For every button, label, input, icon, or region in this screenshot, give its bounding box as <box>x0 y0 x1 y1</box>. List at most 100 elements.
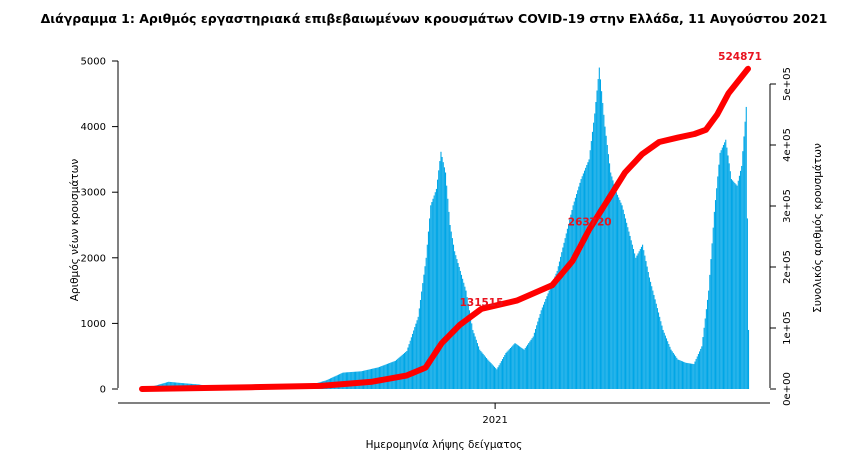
bar <box>691 363 693 389</box>
right-ticks: 0e+00 1e+05 2e+05 3e+05 4e+05 5e+05 <box>770 67 793 406</box>
bar <box>730 179 732 389</box>
y-axis-label: Αριθμός νέων κρουσμάτων <box>69 159 81 302</box>
bar <box>437 179 439 389</box>
bar <box>580 179 582 389</box>
bar <box>523 349 525 389</box>
bar <box>660 321 662 389</box>
bar <box>695 359 697 389</box>
bar <box>617 194 619 389</box>
bar <box>414 327 416 389</box>
bar <box>490 363 492 389</box>
bar <box>426 244 428 389</box>
bar <box>635 257 637 389</box>
bar <box>459 270 461 389</box>
bar <box>683 361 685 389</box>
bar <box>564 238 566 389</box>
annotation-label: 263720 <box>568 217 612 229</box>
bar <box>563 242 565 389</box>
bar <box>430 205 432 389</box>
bar <box>528 343 530 389</box>
bar <box>671 351 673 389</box>
bar <box>473 333 475 389</box>
y2-tick-label: 3e+05 <box>782 189 793 223</box>
bar <box>406 350 408 389</box>
bar <box>508 349 510 389</box>
bar <box>410 337 412 389</box>
bar <box>659 316 661 389</box>
bar <box>611 176 613 389</box>
bar <box>632 249 635 389</box>
bar <box>673 354 676 389</box>
bar <box>742 151 744 389</box>
bar <box>745 106 747 390</box>
bar <box>513 344 515 389</box>
bar <box>431 202 433 389</box>
bar <box>565 233 567 389</box>
bar <box>544 301 546 389</box>
bar <box>718 164 720 389</box>
bar <box>571 210 573 389</box>
bar <box>527 344 529 389</box>
bar <box>582 173 584 389</box>
y2-tick-label: 0e+00 <box>782 372 793 406</box>
bar <box>655 303 657 389</box>
bar <box>624 218 627 389</box>
bar <box>738 175 740 389</box>
bar <box>470 316 472 389</box>
bar <box>658 312 660 389</box>
bar <box>650 281 652 389</box>
bar <box>587 162 589 389</box>
bar <box>636 255 638 389</box>
bar <box>689 363 691 389</box>
bar <box>531 338 533 389</box>
bar <box>637 253 639 389</box>
bar <box>678 359 680 389</box>
y2-tick-label: 4e+05 <box>782 128 793 162</box>
bar <box>432 198 434 389</box>
y2-tick-label: 1e+05 <box>782 311 793 345</box>
bar <box>704 318 706 389</box>
bar <box>509 348 512 389</box>
bar <box>347 372 349 389</box>
bar <box>557 266 559 389</box>
bar <box>481 352 483 389</box>
bar <box>541 307 543 389</box>
bar <box>594 113 596 389</box>
bar <box>578 186 580 389</box>
bar <box>589 150 591 389</box>
bar <box>687 363 689 389</box>
bar <box>679 360 681 389</box>
bar <box>681 361 684 389</box>
bar <box>521 348 523 389</box>
bar <box>401 354 403 389</box>
bar <box>597 79 599 389</box>
bar <box>422 283 424 389</box>
bar <box>522 348 524 389</box>
bar <box>643 250 645 389</box>
bar <box>495 368 497 389</box>
bar <box>701 346 703 389</box>
y-tick-label: 2000 <box>81 253 106 264</box>
bottom-ticks: 2021 <box>482 403 508 426</box>
bar <box>626 222 628 389</box>
bar <box>413 330 415 389</box>
bar <box>728 163 730 389</box>
bar <box>423 274 425 389</box>
bar <box>714 200 717 389</box>
bar <box>445 172 447 389</box>
bar <box>554 276 556 389</box>
bar <box>693 364 695 389</box>
bar <box>517 345 519 389</box>
bar <box>711 243 713 389</box>
bar <box>577 190 579 389</box>
bar <box>725 139 727 389</box>
bar <box>572 205 574 389</box>
bar <box>542 304 545 389</box>
bar <box>449 225 451 389</box>
bar <box>705 309 707 389</box>
y2-axis-label: Συνολικός αριθμός κρουσμάτων <box>812 143 824 313</box>
bar <box>651 286 653 389</box>
bar <box>654 299 656 389</box>
bar <box>615 192 617 389</box>
bar <box>405 351 407 389</box>
